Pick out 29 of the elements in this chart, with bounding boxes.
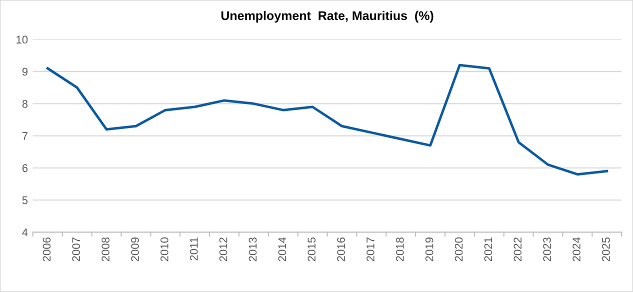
x-tick-label: 2025	[602, 237, 610, 262]
x-tick-label: 2014	[278, 237, 286, 262]
x-tick-label: 2023	[543, 237, 551, 262]
x-tick-label: 2015	[308, 237, 316, 262]
x-tick-label: 2009	[131, 238, 139, 262]
y-tick-label: 4	[22, 228, 28, 236]
x-tick-label: 2011	[190, 238, 198, 260]
x-tick-label: 2006	[42, 237, 51, 262]
x-tick-label: 2019	[425, 238, 434, 262]
line-series	[46, 64, 608, 176]
chart-title: Unemployment Rate, Mauritius (%)	[221, 10, 434, 23]
x-tick-label: 2012	[219, 238, 228, 262]
x-tick-label: 2008	[102, 237, 110, 262]
x-tick-label: 2022	[514, 238, 522, 262]
x-tick-label: 2007	[72, 238, 80, 262]
x-tick-label: 2021	[484, 238, 492, 262]
x-tick-label: 2024	[572, 237, 580, 262]
y-tick-label: 5	[22, 196, 28, 204]
y-tick-label: 8	[22, 100, 28, 108]
x-tick-label: 2020	[454, 237, 463, 262]
y-tick-label: 9	[22, 68, 28, 76]
x-tick-label: 2013	[248, 237, 257, 262]
x-tick-label: 2017	[366, 238, 374, 262]
x-tick-label: 2010	[160, 237, 168, 262]
y-tick-label: 10	[16, 36, 28, 44]
y-tick-label: 6	[22, 164, 28, 172]
x-tick-label: 2018	[396, 237, 404, 262]
x-tick-label: 2016	[337, 237, 345, 262]
y-tick-label: 7	[22, 132, 28, 140]
